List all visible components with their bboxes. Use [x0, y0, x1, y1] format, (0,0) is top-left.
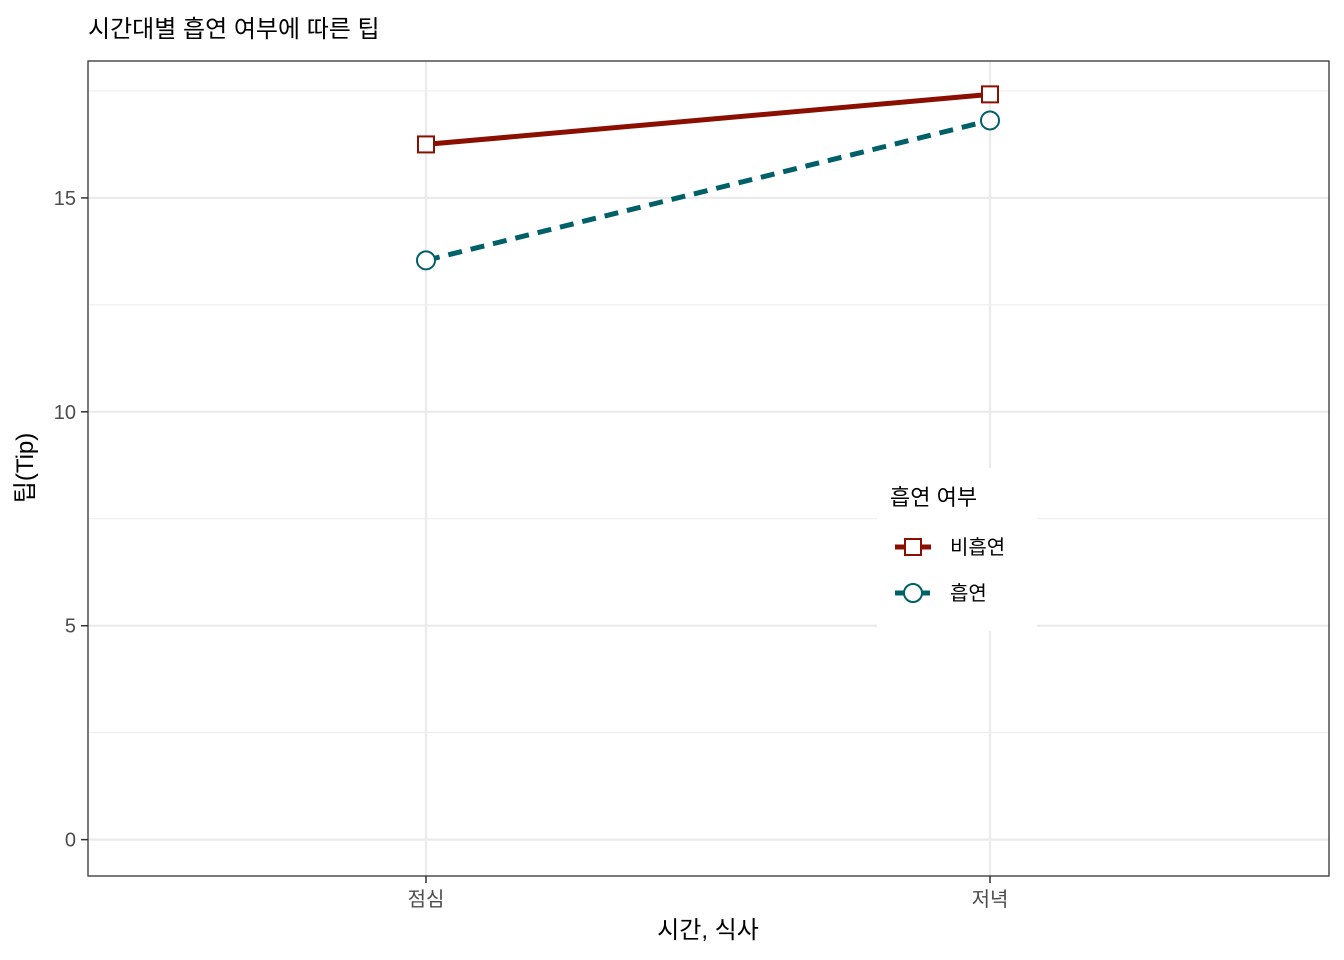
plot-panel: [88, 61, 1329, 876]
x-axis-title: 시간, 식사: [657, 917, 759, 944]
minor-gridlines: [88, 90, 1329, 734]
series-line: [425, 118, 991, 263]
x-tick-label: 점심: [408, 888, 445, 911]
y-tick-label: 15: [54, 188, 76, 210]
y-axis: 0 5 10 15: [54, 188, 88, 852]
series-line: [425, 91, 991, 147]
data-point-circle: [980, 110, 1000, 131]
legend-label: 비흡연: [950, 536, 1005, 559]
data-point-circle: [416, 250, 436, 271]
y-tick-label: 5: [65, 616, 76, 638]
x-axis: 점심 저녁: [408, 876, 1009, 911]
y-axis-title: 팁(Tip): [12, 433, 39, 504]
data-point-square: [417, 135, 435, 154]
chart-title: 시간대별 흡연 여부에 따른 팁: [88, 16, 380, 43]
major-gridlines: [88, 61, 1329, 876]
legend-marker: [904, 538, 922, 556]
plot-border: [87, 60, 1330, 877]
data-point-square: [981, 85, 999, 104]
x-tick-label: 저녁: [972, 888, 1009, 911]
y-tick-label: 10: [54, 402, 76, 424]
legend-label: 흡연: [950, 582, 987, 605]
y-tick-label: 0: [65, 830, 76, 852]
legend-marker: [903, 583, 923, 603]
legend-title: 흡연 여부: [890, 485, 977, 510]
series-layer: [416, 85, 1000, 271]
